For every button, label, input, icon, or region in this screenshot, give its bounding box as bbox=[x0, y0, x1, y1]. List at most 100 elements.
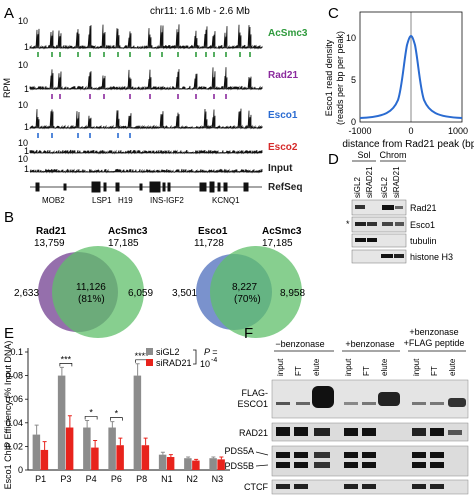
c-xtick-0: 0 bbox=[408, 126, 413, 136]
bar-sigl2-p8 bbox=[133, 375, 142, 470]
signal-track-rad21 bbox=[29, 67, 263, 91]
error-bar bbox=[34, 424, 39, 435]
c-ylabel-line2: (reads per bp per peak) bbox=[335, 31, 345, 125]
e-significance-marker: * bbox=[89, 407, 93, 417]
track-scale-bottom: 1 bbox=[24, 84, 29, 94]
peak-call-tick bbox=[89, 94, 91, 99]
error-bar bbox=[118, 437, 123, 446]
e-ytick-label: 0.02 bbox=[5, 441, 23, 451]
d-group-chrom: Chrom bbox=[379, 150, 406, 160]
e-pvalue-exponent: -4 bbox=[211, 357, 217, 364]
track-scale-bottom: 1 bbox=[24, 164, 29, 174]
c-axes bbox=[359, 11, 463, 123]
venn-right-b-name: AcSmc3 bbox=[262, 226, 302, 237]
peak-call-tick bbox=[213, 52, 215, 57]
peak-call-tick bbox=[177, 52, 179, 57]
genomic-region: chr11: 1.6 Mb - 2.6 Mb bbox=[150, 6, 250, 17]
venn-left-a-name: Rad21 bbox=[36, 226, 66, 237]
blot-band bbox=[367, 238, 377, 242]
f-blots bbox=[271, 379, 469, 495]
bar-sirad21-p1 bbox=[40, 449, 49, 470]
peak-call-tick bbox=[129, 52, 131, 57]
e-significance-marker: * bbox=[115, 409, 119, 419]
f-row-label-ctcf: CTCF bbox=[244, 482, 268, 492]
venn-left-overlap-pct: (81%) bbox=[78, 294, 105, 305]
venn-right-b-count: 17,185 bbox=[262, 238, 293, 249]
c-ytick-10: 10 bbox=[346, 33, 356, 43]
f-row-label-rad21: RAD21 bbox=[239, 428, 268, 438]
panel-d: D Sol Chrom siGL2 siRAD21 siGL2 siRAD21 … bbox=[328, 150, 453, 264]
f-lane-label-ft: FT bbox=[430, 366, 439, 376]
bar-sirad21-p6 bbox=[116, 445, 124, 470]
signal-track-esco1 bbox=[29, 108, 263, 130]
d-row-label: histone H3 bbox=[410, 252, 453, 262]
f-condition-minus-benzonase: −benzonase bbox=[275, 339, 324, 349]
bar-sigl2-n3 bbox=[209, 458, 217, 470]
panel-label-a: A bbox=[4, 5, 14, 22]
c-xtick-neg1000: -1000 bbox=[348, 126, 371, 136]
error-bar bbox=[219, 456, 224, 460]
error-bar bbox=[110, 421, 115, 428]
venn-left-b-count: 17,185 bbox=[108, 238, 139, 249]
f-blot-pds5 bbox=[271, 445, 469, 477]
venn-left-a-count: 13,759 bbox=[34, 238, 65, 249]
error-bar bbox=[85, 419, 90, 428]
e-pvalue-label: P = bbox=[204, 347, 217, 357]
panel-c: C Esco1 read density (reads per bp per p… bbox=[324, 5, 474, 150]
e-ylabel: Esco1 ChIP Efficiency (% Input DNA) bbox=[3, 341, 13, 490]
f-condition-flag-peptide: +FLAG peptide bbox=[404, 338, 465, 348]
peak-call-tick bbox=[195, 52, 197, 57]
d-nonspecific-star: * bbox=[346, 219, 350, 229]
peak-call-tick bbox=[117, 133, 119, 138]
bar-sigl2-p3 bbox=[57, 375, 66, 470]
c-xtick-1000: 1000 bbox=[448, 126, 468, 136]
d-row-label: Esco1 bbox=[410, 220, 435, 230]
legend-label-sigl2: siGL2 bbox=[156, 347, 180, 357]
e-pvalue-base: 10 bbox=[200, 359, 210, 369]
f-row-label-pds5a: PDS5A bbox=[224, 446, 254, 456]
gene-label-mob2: MOB2 bbox=[42, 196, 65, 205]
venn-right-only-a: 3,501 bbox=[172, 288, 197, 299]
peak-call-tick bbox=[51, 94, 53, 99]
error-bar bbox=[186, 456, 191, 459]
refseq-track bbox=[30, 181, 262, 193]
bar-sirad21-n2 bbox=[192, 460, 200, 470]
track-scale-bottom: 1 bbox=[24, 42, 29, 52]
error-bar bbox=[143, 437, 148, 446]
e-category-label: P8 bbox=[136, 474, 147, 484]
bar-sirad21-p3 bbox=[65, 427, 74, 470]
track-label-rad21: Rad21 bbox=[268, 70, 298, 81]
signal-track-acsmc3 bbox=[29, 24, 263, 50]
bar-sirad21-n3 bbox=[217, 459, 225, 470]
peak-call-tick bbox=[59, 94, 61, 99]
d-blot-rad21 bbox=[351, 199, 407, 216]
venn-right-a-name: Esco1 bbox=[198, 226, 228, 237]
e-category-label: P6 bbox=[111, 474, 122, 484]
e-significance-marker: *** bbox=[61, 354, 72, 364]
refseq-label: RefSeq bbox=[268, 182, 302, 193]
panel-label-f: F bbox=[244, 325, 253, 342]
track-scale-top: 10 bbox=[18, 16, 28, 26]
gene-label-ins-igf2: INS-IGF2 bbox=[150, 196, 184, 205]
peak-call-tick bbox=[177, 94, 179, 99]
f-lane-label-input: input bbox=[412, 358, 421, 376]
error-bar bbox=[168, 454, 173, 458]
panel-label-d: D bbox=[328, 151, 339, 168]
gene-label-lsp1: LSP1 bbox=[92, 196, 112, 205]
e-ytick-label: 0.06 bbox=[5, 394, 23, 404]
blot-band bbox=[395, 206, 403, 209]
blot-band bbox=[381, 254, 393, 258]
error-bar bbox=[42, 441, 47, 450]
error-bar bbox=[194, 458, 199, 461]
gene-label-h19: H19 bbox=[118, 196, 133, 205]
e-category-label: N2 bbox=[186, 474, 198, 484]
blot-band bbox=[394, 254, 404, 258]
venn-left-only-a: 2,633 bbox=[14, 288, 39, 299]
bar-sigl2-n1 bbox=[158, 454, 167, 470]
track-scale-bottom: 1 bbox=[24, 146, 29, 156]
blot-band bbox=[367, 222, 377, 226]
bar-sirad21-p8 bbox=[141, 445, 150, 470]
peak-call-tick bbox=[161, 52, 163, 57]
venn-right-overlap-pct: (70%) bbox=[234, 294, 261, 305]
